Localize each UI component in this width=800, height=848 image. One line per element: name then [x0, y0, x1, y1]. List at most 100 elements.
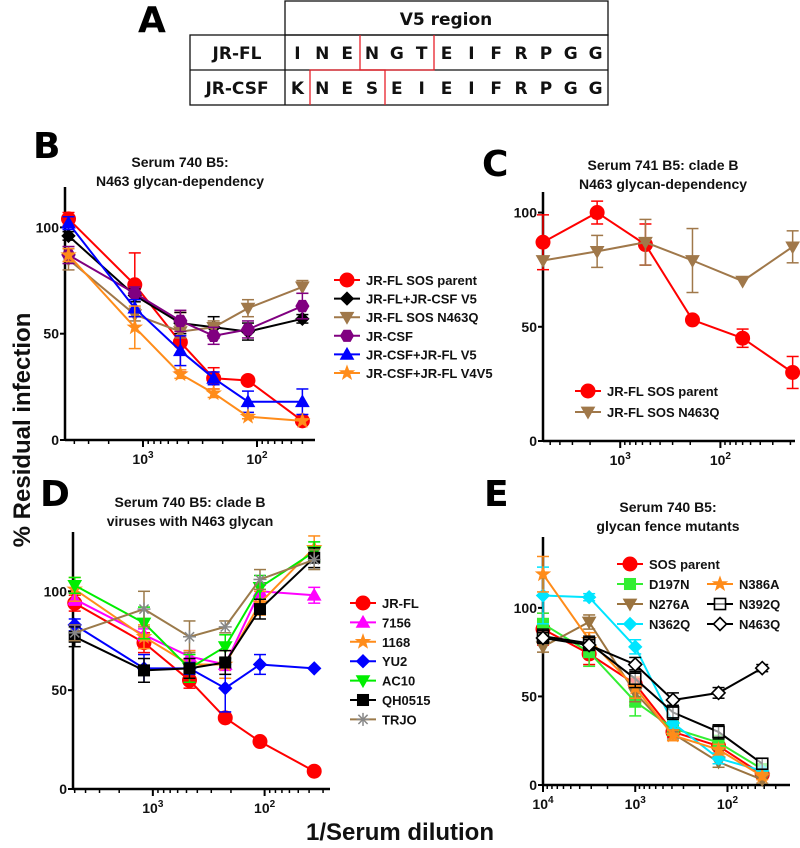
series-line	[67, 258, 303, 333]
legend-label: N463Q	[739, 617, 780, 632]
triangle-down-marker	[217, 641, 233, 655]
y-tick-label: 0	[59, 781, 67, 797]
x-axis-label: 1/Serum dilution	[306, 819, 494, 846]
square-marker	[219, 656, 232, 669]
triangle-down-marker	[735, 275, 750, 289]
triangle-down-marker	[67, 580, 83, 593]
hexagon-marker	[173, 314, 188, 328]
open-diamond-marker	[627, 656, 643, 673]
square-marker	[253, 603, 267, 616]
sequence-residue: I	[468, 79, 474, 99]
asterisk-marker	[68, 626, 82, 640]
sequence-residue: P	[540, 44, 552, 64]
series-n463q	[535, 630, 770, 708]
triangle-down-marker	[622, 598, 638, 612]
asterisk-marker	[253, 572, 267, 586]
square-marker	[137, 664, 151, 677]
circle-marker	[580, 383, 596, 399]
legend-item: D197N	[617, 577, 689, 592]
star-marker	[354, 633, 372, 649]
open-diamond-marker	[712, 616, 728, 632]
sequence-residue: G	[589, 79, 603, 99]
asterisk-stroke	[309, 554, 320, 565]
x-tick-exponent: 3	[625, 451, 631, 462]
panel-letter-b: B	[33, 126, 60, 167]
open-diamond-marker	[754, 660, 770, 676]
sequence-residue: S	[366, 79, 378, 99]
triangle-up-marker	[240, 394, 256, 408]
sequence-residue: G	[390, 44, 404, 64]
series-jr-csf-jr-fl-v5	[61, 215, 310, 416]
x-tick-exponent: 3	[158, 799, 164, 810]
circle-marker	[735, 330, 751, 346]
series-line	[67, 235, 303, 333]
diamond-marker	[218, 680, 233, 696]
open-diamond-marker	[581, 637, 597, 653]
legend-item: N362Q	[617, 616, 690, 632]
x-tick-label: 103	[625, 795, 647, 812]
legend-label: JR-FL SOS parent	[366, 273, 478, 288]
x-tick-exponent: 2	[732, 795, 738, 806]
asterisk-stroke	[357, 714, 369, 725]
legend-label: 1168	[382, 635, 410, 650]
y-axis-label: % Residual infection	[9, 313, 36, 548]
sequence-residue: I	[419, 79, 425, 99]
chart-panel-e: Serum 740 B5: glycan fence mutants 0 50 100 1…	[514, 499, 790, 812]
triangle-down-marker	[685, 255, 700, 269]
triangle-down-marker	[638, 236, 653, 250]
glycan-site-highlight	[309, 35, 435, 105]
open-square-marker	[712, 725, 725, 739]
series-line	[542, 620, 763, 781]
x-tick-label: 102	[254, 799, 276, 816]
legend-item: 7156	[350, 614, 411, 630]
legend-item: N463Q	[707, 616, 780, 632]
circle-marker	[339, 272, 355, 288]
legend-item: JR-FL SOS N463Q	[575, 405, 719, 420]
hexagon-marker	[240, 323, 256, 336]
x-tick-base: 10	[532, 796, 548, 812]
legend-label: N362Q	[649, 617, 690, 632]
triangle-up-marker	[61, 215, 76, 229]
legend-label: N276A	[649, 597, 690, 612]
chart-title-line: Serum 740 B5:	[131, 154, 228, 170]
legend-item: 1168	[350, 633, 410, 650]
series-line	[67, 222, 303, 403]
legend-item: JR-FL SOS N463Q	[334, 310, 478, 325]
panel-letter-d: D	[40, 474, 70, 515]
x-tick-label: 102	[717, 795, 739, 812]
star-marker	[664, 726, 682, 743]
sequence-residue: E	[441, 79, 453, 99]
x-tick-base: 10	[254, 800, 270, 816]
asterisk-stroke	[220, 621, 231, 633]
sequence-residue: G	[589, 44, 603, 64]
legend-label: D197N	[649, 577, 689, 592]
sequence-residue: T	[416, 44, 428, 64]
diamond-marker	[581, 590, 597, 605]
sequence-cells: I N E N G T E I F R P G GK N E S E I E I F R P G G	[291, 44, 603, 99]
triangle-down-marker	[339, 311, 355, 325]
legend-item: AC10	[350, 674, 415, 689]
diamond-marker	[355, 653, 371, 669]
y-tick-label: 100	[36, 219, 60, 235]
open-square-marker	[666, 706, 680, 719]
asterisk-stroke	[254, 574, 266, 585]
star-marker	[711, 575, 729, 592]
hexagon-marker	[127, 287, 142, 300]
circle-marker	[622, 556, 638, 572]
series-line	[67, 218, 303, 422]
y-tick-label: 50	[43, 326, 59, 342]
x-tick-base: 10	[246, 451, 262, 467]
series-line	[67, 254, 303, 337]
sequence-residue: N	[315, 44, 329, 64]
legend-label: JR-FL SOS N463Q	[607, 405, 719, 420]
y-tick-label: 100	[514, 205, 538, 221]
legend-item: JR-FL SOS parent	[334, 272, 478, 288]
legend-label: JR-CSF+JR-FL V5	[366, 347, 477, 362]
series-line	[542, 628, 763, 776]
triangle-down-marker	[295, 281, 310, 295]
circle-marker	[785, 364, 800, 380]
legend-item: JR-CSF+JR-FL V5	[334, 346, 477, 362]
sequence-residue: R	[515, 79, 528, 99]
legend-item: JR-CSF+JR-FL V4V5	[334, 364, 493, 381]
legend-label: QH0515	[382, 693, 430, 708]
